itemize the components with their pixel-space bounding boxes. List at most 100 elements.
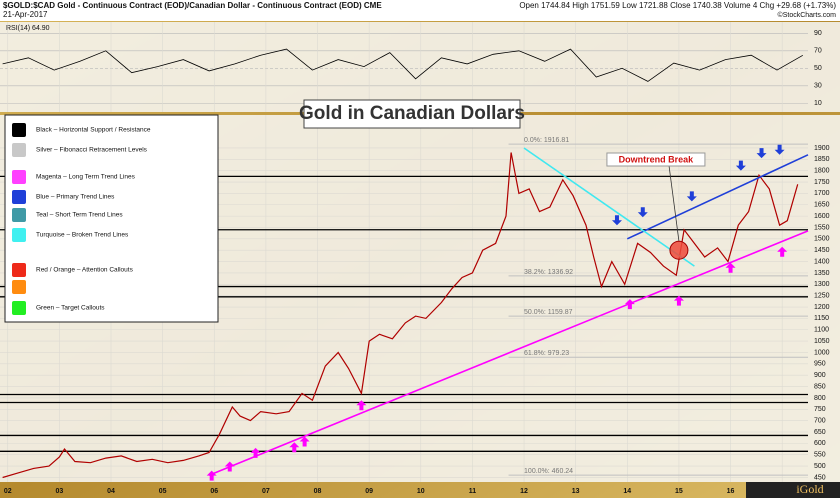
- y-tick-label: 850: [814, 383, 826, 390]
- y-tick-label: 1600: [814, 213, 830, 220]
- down-arrow: [756, 148, 767, 159]
- legend-label: Turquoise – Broken Trend Lines: [36, 232, 129, 239]
- y-tick-label: 1550: [814, 224, 830, 231]
- x-tick-label: 16: [727, 488, 735, 495]
- legend-swatch: [12, 263, 26, 277]
- legend-label: Silver – Fibonacci Retracement Levels: [36, 147, 148, 154]
- y-tick-label: 1850: [814, 156, 830, 163]
- up-arrow: [356, 400, 367, 411]
- legend-label: Teal – Short Term Trend Lines: [36, 212, 123, 219]
- y-tick-label: 1200: [814, 304, 830, 311]
- legend-label: Green – Target Callouts: [36, 305, 105, 312]
- up-arrow: [624, 299, 635, 310]
- rsi-tick-label: 50: [814, 65, 822, 72]
- y-tick-label: 1150: [814, 315, 829, 322]
- y-tick-label: 1050: [814, 338, 830, 345]
- chart-title: Gold in Canadian Dollars: [299, 103, 525, 124]
- x-tick-label: 05: [159, 488, 167, 495]
- callout-box: [606, 152, 706, 167]
- legend-label: Red / Orange – Attention Callouts: [36, 267, 134, 274]
- header-band: [0, 0, 840, 21]
- y-tick-label: 950: [814, 361, 826, 368]
- legend-label: Magenta – Long Term Trend Lines: [36, 174, 136, 181]
- x-tick-label: 08: [314, 488, 322, 495]
- up-arrow: [289, 442, 300, 453]
- quote-line: Open 1744.84 High 1751.59 Low 1721.88 Cl…: [519, 1, 836, 10]
- y-tick-label: 700: [814, 417, 826, 424]
- trend-line: [523, 147, 695, 267]
- y-tick-label: 1000: [814, 349, 830, 356]
- x-tick-label: 02: [4, 488, 12, 495]
- down-arrow: [774, 144, 785, 155]
- fib-label: 100.0%: 460.24: [524, 468, 573, 475]
- y-tick-label: 1400: [814, 258, 830, 265]
- legend-swatch: [12, 170, 26, 184]
- y-tick-label: 600: [814, 440, 826, 447]
- down-arrow: [637, 207, 648, 218]
- date: 21-Apr-2017: [3, 10, 48, 19]
- y-tick-label: 1700: [814, 190, 830, 197]
- y-tick-label: 500: [814, 463, 826, 470]
- trend-line: [626, 154, 809, 240]
- x-tick-label: 06: [210, 488, 218, 495]
- title-box: [303, 99, 521, 129]
- down-arrow: [611, 215, 622, 226]
- y-tick-label: 1250: [814, 293, 830, 300]
- y-tick-label: 550: [814, 452, 826, 459]
- trend-line: [208, 230, 809, 476]
- legend-swatch: [12, 301, 26, 315]
- y-tick-label: 900: [814, 372, 826, 379]
- y-tick-label: 1900: [814, 145, 830, 152]
- y-tick-label: 1450: [814, 247, 830, 254]
- y-tick-label: 1650: [814, 202, 830, 209]
- legend-swatch: [12, 123, 26, 137]
- x-tick-label: 13: [572, 488, 580, 495]
- legend-box: [4, 114, 219, 323]
- x-tick-label: 03: [55, 488, 63, 495]
- y-tick-label: 450: [814, 474, 826, 481]
- logo-box: [746, 482, 840, 498]
- x-tick-label: 04: [107, 488, 115, 495]
- x-tick-label: 09: [365, 488, 373, 495]
- fib-label: 50.0%: 1159.87: [524, 309, 573, 316]
- up-arrow: [250, 447, 261, 458]
- up-arrow: [299, 436, 310, 447]
- y-tick-label: 1300: [814, 281, 830, 288]
- x-tick-label: 10: [417, 488, 425, 495]
- rsi-tick-label: 90: [814, 30, 822, 37]
- legend-label: Black – Horizontal Support / Resistance: [36, 127, 151, 134]
- legend-swatch: [12, 208, 26, 222]
- x-tick-label: 15: [675, 488, 683, 495]
- legend-label: Blue – Primary Trend Lines: [36, 194, 115, 201]
- legend: Black – Horizontal Support / Resistance S…: [12, 123, 151, 315]
- legend-swatch: [12, 190, 26, 204]
- callout-leader: [668, 164, 680, 242]
- y-tick-label: 1750: [814, 179, 830, 186]
- fib-label: 0.0%: 1916.81: [524, 137, 569, 144]
- legend-swatch: [12, 143, 26, 157]
- legend-swatch: [12, 228, 26, 242]
- up-arrow: [206, 470, 217, 481]
- down-arrow: [735, 160, 746, 171]
- fib-label: 38.2%: 1336.92: [524, 269, 573, 276]
- up-arrow: [725, 262, 736, 273]
- y-tick-label: 1800: [814, 168, 830, 175]
- logo: iGold: [796, 482, 823, 496]
- x-tick-label: 07: [262, 488, 270, 495]
- y-tick-label: 750: [814, 406, 826, 413]
- x-tick-label: 12: [520, 488, 528, 495]
- symbol-line: $GOLD:$CAD Gold - Continuous Contract (E…: [3, 1, 382, 10]
- rsi-tick-label: 30: [814, 83, 822, 90]
- y-tick-label: 1100: [814, 327, 829, 334]
- x-tick-label: 14: [623, 488, 631, 495]
- rsi-tick-label: 10: [814, 100, 822, 107]
- up-arrow: [673, 295, 684, 306]
- rsi-tick-label: 70: [814, 48, 822, 55]
- rsi-label: RSI(14) 64.90: [6, 25, 50, 32]
- down-arrow: [686, 191, 697, 202]
- y-tick-label: 800: [814, 395, 826, 402]
- legend-swatch: [12, 280, 26, 294]
- y-tick-label: 650: [814, 429, 826, 436]
- fib-label: 61.8%: 979.23: [524, 350, 569, 357]
